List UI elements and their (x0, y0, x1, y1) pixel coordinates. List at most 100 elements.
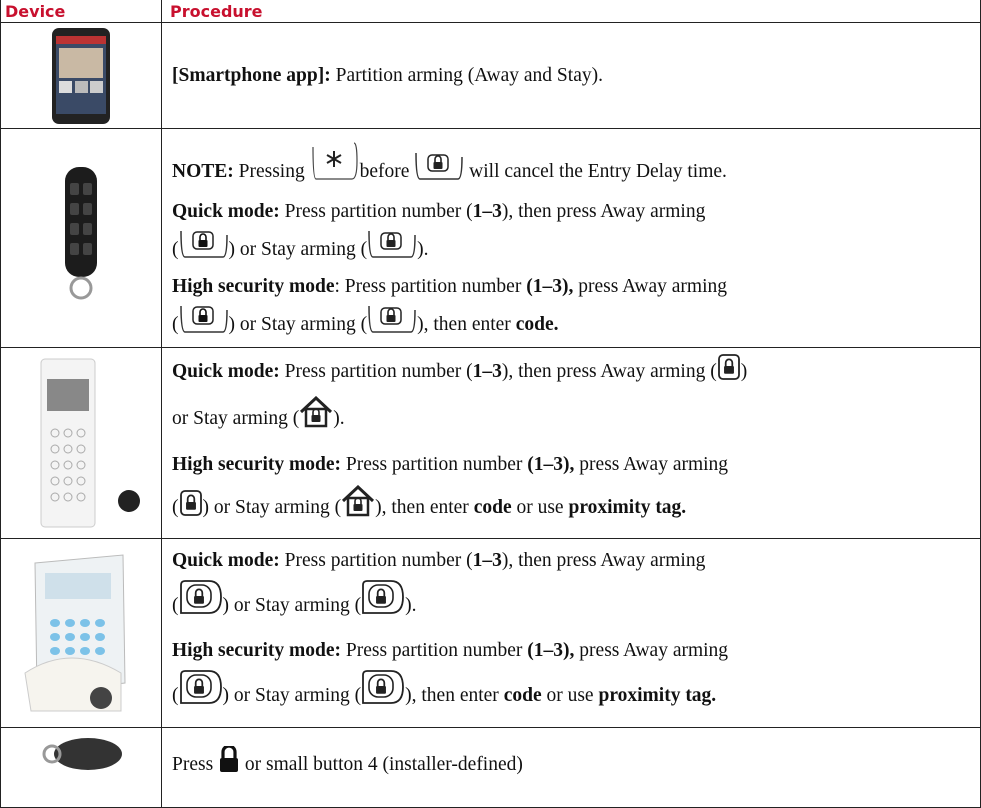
text: (1–3), (526, 276, 574, 297)
graphic (42, 738, 122, 770)
procedure-cell: Press or small button 4 (installer-defin… (161, 727, 981, 808)
line: () or Stay arming (), then enter code. (172, 302, 980, 347)
text: High security mode: (172, 454, 341, 475)
procedure-cell: Quick mode: Press partition number (1–3)… (161, 347, 981, 539)
text: ( (172, 314, 179, 335)
text: ), then press Away arming (501, 201, 706, 222)
text: press Away arming (574, 454, 729, 475)
line: High security mode: Press partition numb… (172, 272, 980, 302)
text: ) or Stay arming ( (222, 595, 362, 616)
text: Quick mode: (172, 201, 280, 222)
text: 1–3 (472, 550, 502, 571)
icon (341, 484, 375, 534)
text: ), then press Away arming ( (501, 361, 717, 382)
graphic (24, 554, 126, 712)
device-cell (0, 347, 162, 539)
line: High security mode: Press partition numb… (172, 633, 980, 669)
line: High security mode: Press partition numb… (172, 445, 980, 485)
procedure-cell: Quick mode: Press partition number (1–3)… (161, 538, 981, 728)
line: or Stay arming (). (172, 395, 980, 445)
graphic (179, 670, 222, 704)
text: code (503, 685, 542, 706)
text: Partition arming (Away and Stay). (330, 64, 603, 86)
text: High security mode: (172, 640, 341, 661)
text: Press partition number ( (279, 201, 473, 222)
graphic (342, 484, 375, 517)
line: Press or small button 4 (installer-defin… (172, 744, 980, 784)
text: Press partition number ( (279, 361, 473, 382)
icon (179, 227, 229, 272)
icon (367, 227, 417, 272)
line: () or Stay arming (). (172, 227, 980, 272)
text: code. (515, 314, 559, 335)
line: Quick mode: Press partition number (1–3)… (172, 543, 980, 579)
line: Quick mode: Press partition number (1–3)… (172, 197, 980, 227)
device-image (1, 543, 161, 723)
text: code (473, 497, 512, 518)
text: or Stay arming ( (172, 408, 300, 429)
text: Quick mode: (172, 550, 280, 571)
icon (179, 302, 229, 347)
row: NOTE: Pressing before will cancel the En… (0, 128, 981, 348)
text: proximity tag. (568, 497, 687, 518)
text: ( (172, 595, 179, 616)
line: [Smartphone app]: Partition arming (Away… (172, 63, 980, 89)
row: [Smartphone app]: Partition arming (Away… (0, 22, 981, 129)
text: [Smartphone app]: (172, 64, 331, 86)
graphic (362, 580, 405, 614)
icon (717, 353, 741, 396)
text: Press partition number (340, 640, 528, 661)
text: Pressing (233, 161, 310, 182)
device-image (1, 353, 161, 533)
icon (179, 669, 223, 723)
text: ) (740, 361, 748, 382)
graphic (179, 305, 228, 333)
icon (414, 149, 464, 197)
text: will cancel the Entry Delay time. (469, 161, 727, 182)
graphic (368, 305, 416, 333)
icon (179, 489, 203, 534)
row: Press or small button 4 (installer-defin… (0, 727, 981, 808)
text: Press partition number (340, 454, 528, 475)
text: Quick mode: (172, 361, 280, 382)
text: before (359, 161, 415, 182)
text: Press partition number ( (279, 550, 473, 571)
line: () or Stay arming (), then enter code or… (172, 669, 980, 723)
text: (1–3), (527, 640, 575, 661)
text: ( (172, 497, 179, 518)
text: 1–3 (472, 361, 502, 382)
text: NOTE: (172, 161, 234, 182)
device-cell (0, 128, 162, 348)
graphic (220, 744, 239, 772)
icon (179, 579, 223, 633)
line: ( ) or Stay arming (). (172, 579, 980, 633)
text: ) or Stay arming ( (222, 685, 362, 706)
text: 1–3 (472, 201, 502, 222)
text: ), then press Away arming (501, 550, 706, 571)
graphic (717, 354, 740, 380)
line: Quick mode: Press partition number (1–3)… (172, 352, 980, 396)
text: or use (511, 497, 569, 518)
device-cell (0, 538, 162, 728)
text: ), then enter (375, 497, 474, 518)
text: press Away arming (574, 640, 729, 661)
device-cell (0, 22, 162, 129)
text: ) or Stay arming ( (202, 497, 342, 518)
row: Quick mode: Press partition number (1–3)… (0, 538, 981, 728)
text: : Press partition number (334, 276, 527, 297)
line: NOTE: Pressing before will cancel the En… (172, 141, 980, 197)
text: ). (405, 595, 417, 616)
graphic (40, 358, 140, 528)
text: ) or Stay arming ( (228, 314, 368, 335)
text: or use (541, 685, 599, 706)
graphic (362, 670, 405, 704)
graphic (179, 230, 228, 258)
text: ), then enter (405, 685, 504, 706)
device-image (1, 153, 161, 323)
graphic (65, 167, 97, 300)
device-image (1, 728, 161, 778)
icon (361, 579, 405, 633)
procedure-cell: NOTE: Pressing before will cancel the En… (161, 128, 981, 348)
icon (310, 141, 360, 197)
